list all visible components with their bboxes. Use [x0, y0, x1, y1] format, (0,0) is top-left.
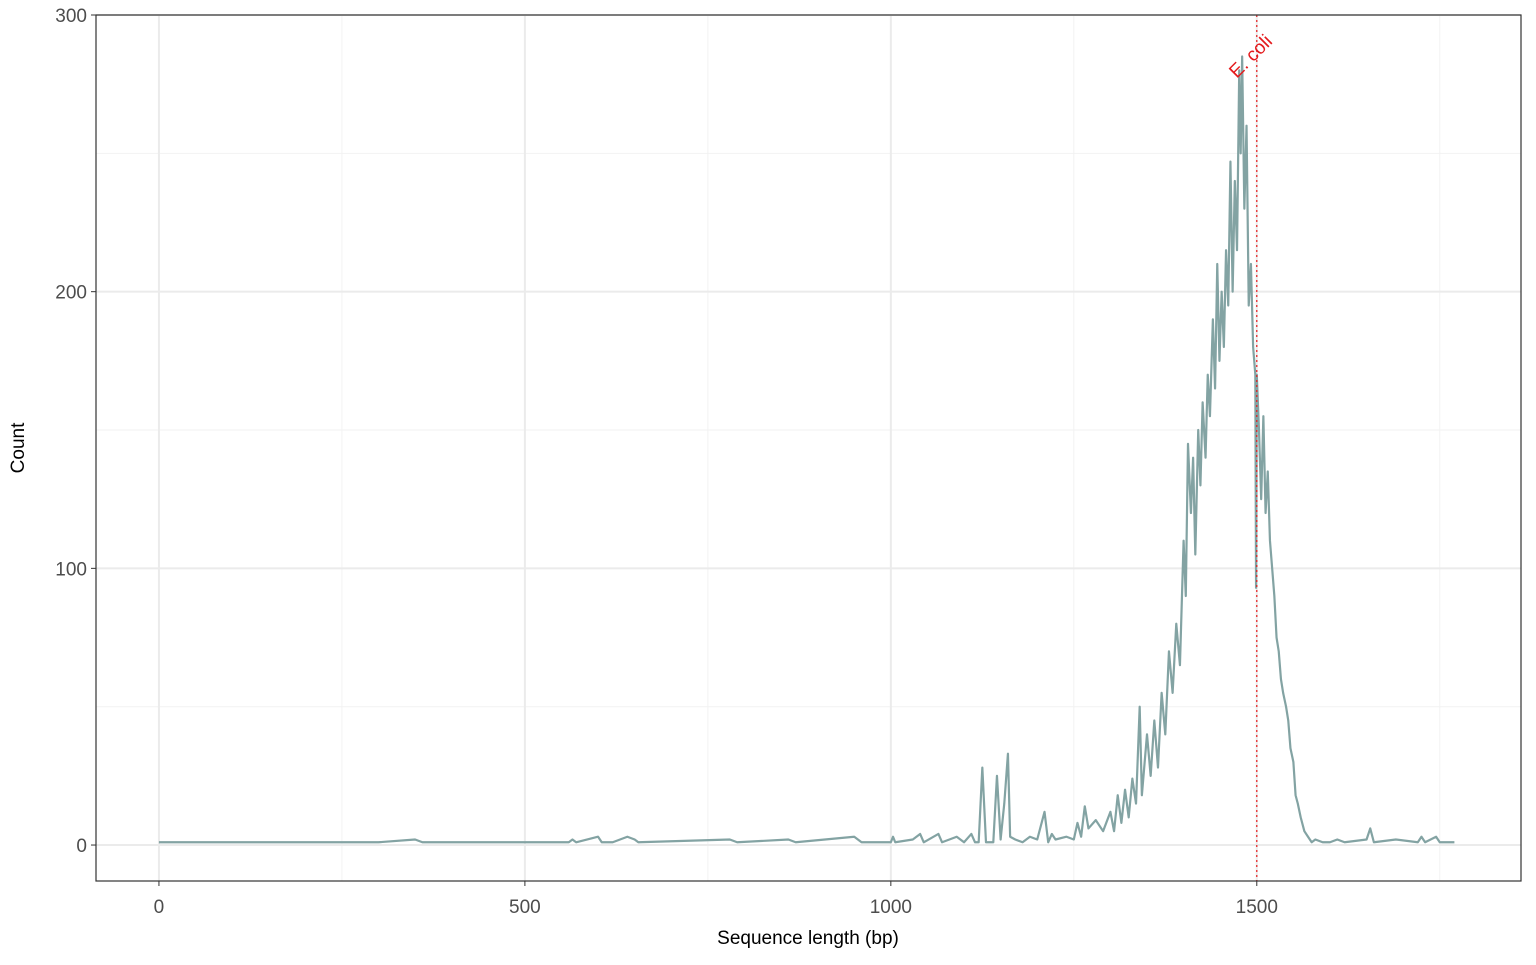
x-tick-label: 500	[509, 897, 541, 918]
x-tick-label: 0	[154, 897, 165, 918]
x-tick-label: 1000	[870, 897, 912, 918]
data-line	[158, 55, 1455, 844]
x-tick-label: 1500	[1236, 897, 1278, 918]
reference-label: E. coli	[1225, 31, 1276, 82]
panel-border	[95, 14, 1522, 882]
y-tick-label: 0	[76, 836, 87, 857]
y-tick-label: 100	[55, 559, 87, 580]
y-tick-label: 300	[55, 6, 87, 27]
x-axis-title: Sequence length (bp)	[717, 928, 899, 949]
y-tick-label: 200	[55, 283, 87, 304]
y-axis-title: Count	[8, 422, 29, 473]
